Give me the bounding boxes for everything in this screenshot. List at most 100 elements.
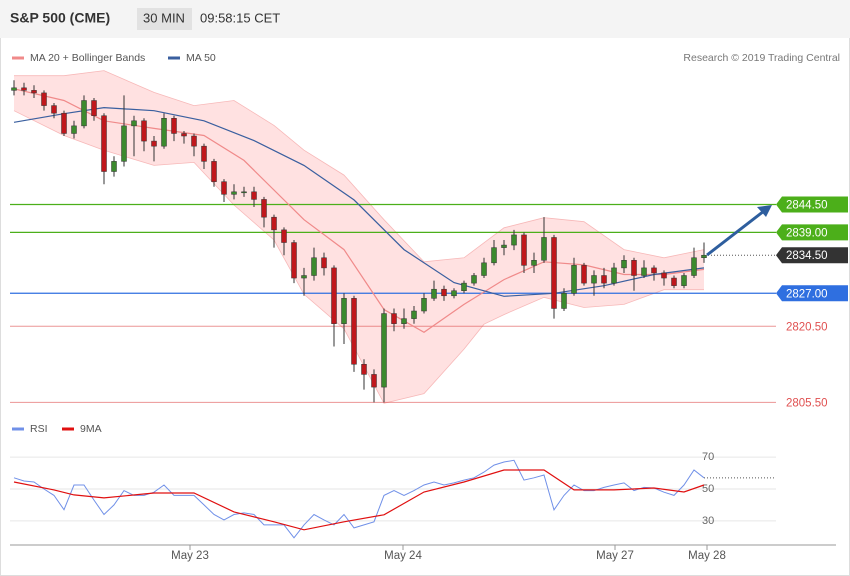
candle-body [641, 267, 647, 276]
rsi-line [13, 469, 705, 531]
candle-body [11, 87, 17, 91]
candle-body [551, 237, 557, 309]
candle-body [31, 90, 37, 94]
level-label: 2820.50 [786, 321, 828, 333]
candle-body [171, 118, 177, 134]
x-tick-label: May 28 [688, 550, 726, 562]
candle-body [401, 318, 407, 324]
candle-body [471, 275, 477, 284]
candle-body [351, 298, 357, 365]
candle-body [101, 115, 107, 172]
candle-body [411, 310, 417, 319]
candle-body [81, 100, 87, 127]
candle-body [71, 125, 77, 134]
x-tick-label: May 27 [596, 550, 634, 562]
candle-body [511, 234, 517, 246]
candle-body [451, 290, 457, 297]
band-upper [14, 70, 705, 263]
candle-body [361, 364, 367, 375]
candle-body [461, 282, 467, 291]
candle-body [691, 257, 697, 276]
level-label: 2839.00 [786, 227, 828, 239]
candle-body [671, 277, 677, 286]
band-lower [13, 110, 704, 404]
candle-body [281, 229, 287, 243]
candle-body [211, 161, 217, 182]
candle-body [51, 105, 57, 114]
candle-body [331, 267, 337, 324]
y-tick-label: 70 [702, 451, 714, 463]
candle-body [291, 242, 297, 279]
candle-body [531, 260, 537, 266]
candle-body [441, 288, 447, 297]
level-label: 2844.50 [786, 200, 828, 212]
candle-body [181, 133, 187, 137]
candle-body [491, 247, 497, 264]
candle-body [381, 313, 387, 388]
rsi-panel: RSI 9MA 30 50 70 May 23 May 24 May 27 May 28 [10, 423, 836, 562]
candle-body [581, 265, 587, 284]
y-tick-label: 30 [702, 515, 714, 527]
candle-body [271, 216, 277, 231]
candle-body [41, 92, 47, 106]
candle-body [191, 135, 197, 147]
candle-body [301, 275, 307, 279]
candle-body [621, 260, 627, 269]
level-tag [776, 224, 848, 241]
arrow-head [757, 205, 772, 217]
candle-body [541, 237, 547, 261]
candle-body [501, 244, 507, 248]
legend-label: RSI [30, 423, 48, 435]
credit: Research © 2019 Trading Central [683, 52, 840, 64]
candle-body [571, 265, 577, 294]
legend-label: MA 50 [186, 52, 216, 64]
candle-body [241, 191, 247, 194]
candle-body [221, 181, 227, 195]
candle-body [321, 257, 327, 269]
time: 09:58:15 CET [200, 10, 280, 25]
trend-arrow [706, 209, 765, 257]
candle-body [371, 374, 377, 388]
candle-body [21, 87, 27, 91]
candle-body [161, 118, 167, 147]
candle-body [111, 161, 117, 172]
title: S&P 500 (CME) [10, 10, 110, 26]
candle-body [151, 140, 157, 147]
level-tag [776, 196, 848, 213]
candle-body [91, 100, 97, 116]
interval: 30 MIN [143, 10, 185, 25]
legend-label: MA 20 + Bollinger Bands [30, 52, 145, 64]
candle-body [591, 275, 597, 284]
candle-body [651, 267, 657, 274]
band-fill [14, 70, 704, 404]
candle-body [661, 272, 667, 279]
candle-body [601, 275, 607, 284]
candle-body [341, 298, 347, 324]
candle-body [681, 275, 687, 286]
x-tick-label: May 23 [171, 550, 209, 562]
candle-body [311, 257, 317, 276]
candle-body [121, 125, 127, 162]
interval-box [137, 8, 192, 30]
candle-body [231, 191, 237, 195]
candle-body [701, 254, 707, 259]
candle-body [631, 260, 637, 276]
candle-body [251, 191, 257, 200]
price-panel: MA 20 + Bollinger Bands MA 50 2844.50 2839.… [10, 52, 848, 409]
legend-label: 9MA [80, 423, 102, 435]
level-tag [776, 247, 848, 264]
level-tag [776, 285, 848, 302]
candle-body [61, 112, 67, 134]
candle-body [611, 267, 617, 284]
candle-body [521, 234, 527, 266]
candle-body [431, 288, 437, 299]
candle-body [561, 293, 567, 309]
level-label: 2834.50 [786, 250, 828, 262]
candle-body [141, 120, 147, 142]
level-label: 2827.00 [786, 288, 828, 300]
y-tick-label: 50 [702, 483, 714, 495]
x-tick-label: May 24 [384, 550, 422, 562]
level-label: 2805.50 [786, 397, 828, 409]
candle-body [481, 262, 487, 276]
